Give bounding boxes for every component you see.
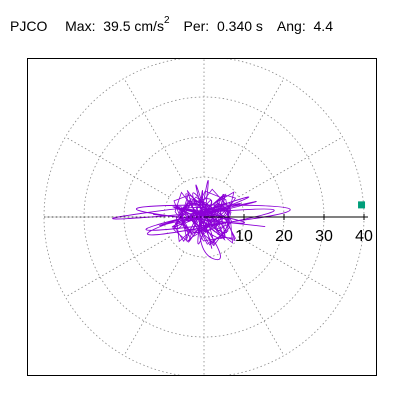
grid-spoke-330: [238, 236, 343, 298]
per-label: Per:: [183, 18, 210, 34]
tick-label-40: 40: [355, 228, 373, 245]
max-marker: [358, 201, 366, 209]
per-value: 0.340: [216, 18, 253, 34]
radial-axis: [44, 214, 368, 220]
orbit-trace: [112, 180, 291, 261]
grid-spoke-240: [123, 251, 185, 356]
tick-label-20: 20: [275, 228, 293, 245]
max-unit-exponent: 2: [163, 15, 170, 27]
plot-area: 10 20 30 40: [27, 58, 377, 376]
max-value: 39.5: [103, 18, 131, 34]
max-unit: cm/s: [134, 18, 164, 34]
max-label: Max:: [65, 18, 96, 34]
station-code: PJCO: [10, 18, 48, 34]
grid-spoke-150: [65, 136, 170, 198]
ang-label: Ang:: [276, 18, 306, 34]
tick-label-10: 10: [235, 228, 253, 245]
ang-value: 4.4: [313, 18, 333, 34]
plot-header: PJCO Max: 39.5 cm/s2 Per: 0.340 s Ang: 4.4: [10, 16, 333, 36]
per-unit: s: [255, 18, 263, 34]
tick-label-30: 30: [315, 228, 333, 245]
max-marker-layer: [358, 201, 366, 209]
orbit-core-tangle: [172, 188, 237, 246]
grid-spoke-120: [123, 78, 185, 183]
grid-spoke-300: [223, 251, 285, 356]
grid-spoke-30: [238, 136, 343, 198]
radial-tick-labels: 10 20 30 40: [235, 228, 373, 245]
grid-spoke-60: [223, 78, 285, 183]
polar-chart: 10 20 30 40: [43, 59, 373, 375]
grid-spoke-210: [65, 236, 170, 298]
